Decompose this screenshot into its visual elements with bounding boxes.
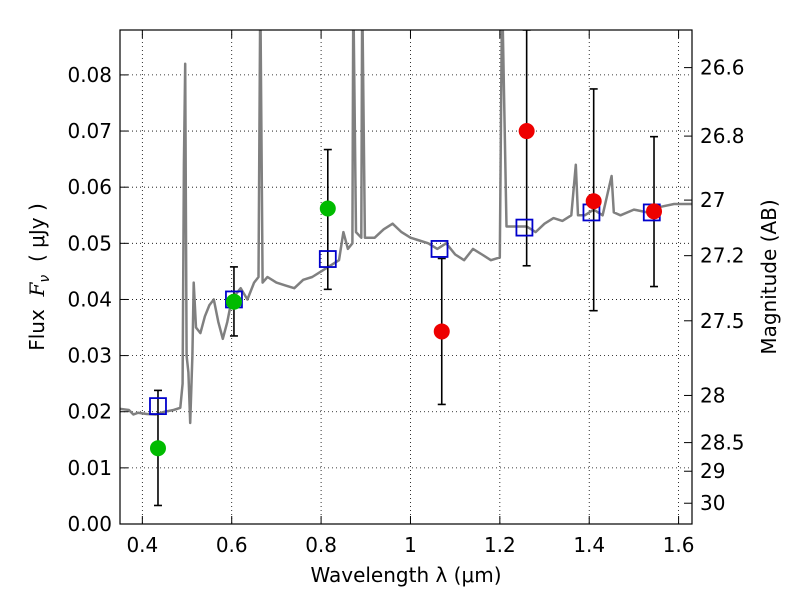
y-axis-label-sub: ν [37, 275, 53, 283]
spectrum-layer [120, 30, 692, 425]
y-tick-label: 0.07 [67, 119, 112, 143]
y-axis-label: Flux Fν ( μJy ) [25, 203, 53, 351]
data-point-square [515, 218, 534, 237]
x-axis-label: Wavelength λ (μm) [310, 563, 501, 587]
data-point-square [149, 397, 167, 416]
grid [120, 30, 692, 525]
y-tick-label: 0.08 [67, 63, 112, 87]
y-axis-label-var: F [25, 281, 49, 297]
y-axis-label-post: ( μJy ) [25, 203, 49, 275]
data-point-circle [225, 293, 242, 310]
axis-ticks: 0.4 0.6 0.8 1 1.2 1.4 1.6 0.00 0.01 0.02 0.03 0.04 0… [67, 30, 745, 557]
error-bars [153, 30, 659, 507]
y2-tick-label: 26.6 [700, 56, 745, 80]
y-tick-label: 0.03 [67, 344, 112, 368]
y-tick-label: 0.06 [67, 175, 112, 199]
x-tick-label: 0.4 [126, 533, 158, 557]
data-point-circle [646, 203, 663, 220]
x-tick-label: 0.6 [216, 533, 248, 557]
plot-frame [119, 29, 693, 525]
y-tick-label: 0.04 [67, 287, 112, 311]
data-markers [149, 123, 663, 457]
data-point-circle [149, 440, 166, 457]
y2-tick-label: 30 [700, 491, 725, 515]
y2-axis-label: Magnitude (AB) [757, 199, 781, 354]
y-tick-label: 0.01 [67, 456, 112, 480]
y2-tick-label: 28.5 [700, 431, 745, 455]
y2-tick-label: 29 [700, 459, 725, 483]
x-tick-label: 1 [404, 533, 417, 557]
y-axis-label-pre: Flux [25, 296, 49, 350]
y-tick-label: 0.02 [67, 400, 112, 424]
data-point-circle [518, 123, 535, 140]
data-point-circle [433, 323, 450, 340]
y2-tick-label: 27 [700, 188, 725, 212]
x-tick-label: 1.4 [573, 533, 605, 557]
y-tick-label: 0.05 [67, 231, 112, 255]
data-point-square [430, 240, 449, 258]
y2-tick-label: 27.2 [700, 244, 745, 268]
spectrum-line [120, 30, 692, 425]
x-tick-label: 0.8 [305, 533, 337, 557]
data-point-circle [319, 200, 336, 217]
x-tick-label: 1.2 [484, 533, 516, 557]
y2-tick-label: 26.8 [700, 124, 745, 148]
y-tick-label: 0.00 [67, 512, 112, 536]
data-point-square [318, 250, 337, 268]
x-tick-label: 1.6 [663, 533, 695, 557]
data-point-circle [585, 193, 602, 210]
y2-tick-label: 27.5 [700, 309, 745, 333]
y2-tick-label: 28 [700, 383, 725, 407]
